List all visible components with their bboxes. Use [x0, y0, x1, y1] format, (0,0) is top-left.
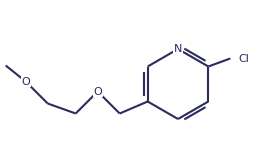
Text: O: O: [93, 86, 102, 96]
Text: O: O: [21, 76, 30, 86]
Text: N: N: [174, 44, 182, 54]
Text: Cl: Cl: [238, 54, 249, 64]
